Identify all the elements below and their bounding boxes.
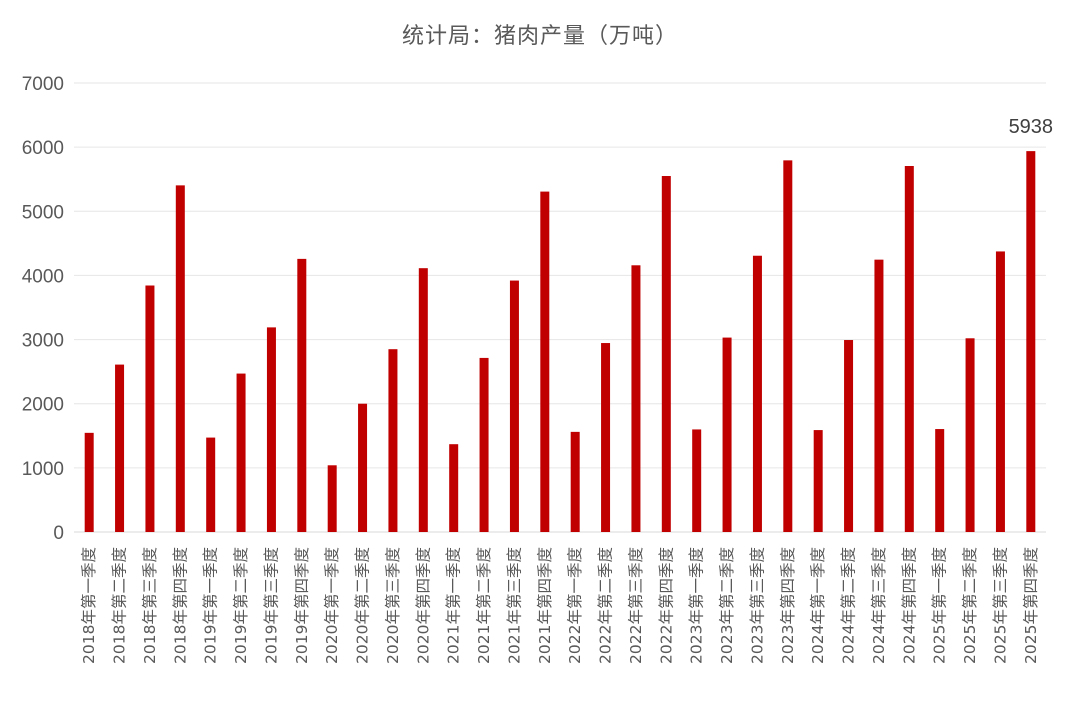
x-tick-label: 2019年第二季度: [232, 547, 250, 664]
bars: [84, 151, 1036, 533]
y-tick-label: 6000: [22, 138, 64, 159]
bar: [175, 185, 185, 532]
x-tick-label: 2023年第三季度: [748, 547, 766, 664]
x-tick-label: 2021年第三季度: [505, 547, 523, 664]
x-axis: 2018年第一季度 2018年第二季度 2018年第三季度 2018年第四季度 2019…: [80, 547, 1040, 664]
x-tick-label: 2019年第一季度: [202, 547, 220, 664]
bar: [266, 327, 276, 532]
bar: [722, 337, 732, 532]
x-tick-label: 2023年第二季度: [718, 547, 736, 664]
data-labels: 5938: [1009, 116, 1054, 138]
bar: [631, 265, 641, 532]
y-tick-label: 7000: [22, 74, 64, 95]
bar: [358, 403, 368, 532]
bar: [904, 166, 914, 532]
x-tick-label: 2018年第三季度: [141, 547, 159, 664]
y-axis: 0 1000 2000 3000 4000 5000 6000 7000: [22, 74, 64, 544]
x-tick-label: 2021年第四季度: [536, 547, 554, 664]
y-tick-label: 1000: [22, 459, 64, 480]
x-tick-label: 2022年第一季度: [566, 547, 584, 664]
bar: [509, 280, 519, 532]
bar: [844, 340, 854, 532]
x-tick-label: 2019年第三季度: [262, 547, 280, 664]
x-tick-label: 2025年第二季度: [961, 547, 979, 664]
x-tick-label: 2024年第三季度: [870, 547, 888, 664]
bar: [84, 432, 94, 532]
bar: [145, 285, 155, 532]
bar: [965, 338, 975, 532]
bar: [752, 255, 762, 533]
x-tick-label: 2022年第四季度: [657, 547, 675, 664]
x-tick-label: 2020年第一季度: [323, 547, 341, 664]
chart-title: 统计局：猪肉产量（万吨）: [401, 24, 678, 49]
data-label: 5938: [1009, 116, 1054, 138]
x-tick-label: 2025年第三季度: [991, 547, 1009, 664]
bar: [661, 176, 671, 532]
bar: [570, 431, 580, 532]
x-tick-label: 2024年第四季度: [900, 547, 918, 664]
bar: [115, 364, 125, 532]
bar: [874, 259, 884, 532]
y-tick-label: 3000: [22, 331, 64, 352]
bar: [540, 191, 550, 532]
x-tick-label: 2023年第四季度: [779, 547, 797, 664]
bar: [388, 349, 398, 532]
x-tick-label: 2020年第二季度: [354, 547, 372, 664]
x-tick-label: 2020年第三季度: [384, 547, 402, 664]
bar: [1026, 151, 1036, 532]
bar: [692, 429, 702, 532]
bar: [327, 465, 337, 532]
bar: [995, 251, 1005, 532]
x-tick-label: 2025年第一季度: [931, 547, 949, 664]
bar: [783, 160, 793, 533]
x-tick-label: 2023年第一季度: [688, 547, 706, 664]
x-tick-label: 2018年第四季度: [171, 547, 189, 664]
y-tick-label: 4000: [22, 266, 64, 287]
y-tick-label: 2000: [22, 395, 64, 416]
bar: [813, 430, 823, 532]
bar: [206, 437, 216, 532]
gridlines: [74, 82, 1046, 533]
bar: [601, 343, 611, 532]
x-tick-label: 2021年第一季度: [445, 547, 463, 664]
x-tick-label: 2020年第四季度: [414, 547, 432, 664]
x-tick-label: 2024年第一季度: [809, 547, 827, 664]
bar: [418, 268, 428, 532]
bar: [297, 258, 307, 532]
x-tick-label: 2019年第四季度: [293, 547, 311, 664]
bar: [449, 444, 459, 532]
x-tick-label: 2022年第三季度: [627, 547, 645, 664]
x-tick-label: 2021年第二季度: [475, 547, 493, 664]
x-tick-label: 2024年第二季度: [840, 547, 858, 664]
bar: [935, 429, 945, 532]
y-tick-label: 0: [53, 523, 64, 544]
x-tick-label: 2025年第四季度: [1022, 547, 1040, 664]
x-tick-label: 2022年第二季度: [597, 547, 615, 664]
y-tick-label: 5000: [22, 202, 64, 223]
x-tick-label: 2018年第一季度: [80, 547, 98, 664]
x-tick-label: 2018年第二季度: [111, 547, 129, 664]
bar: [479, 357, 489, 532]
bar: [236, 373, 246, 532]
